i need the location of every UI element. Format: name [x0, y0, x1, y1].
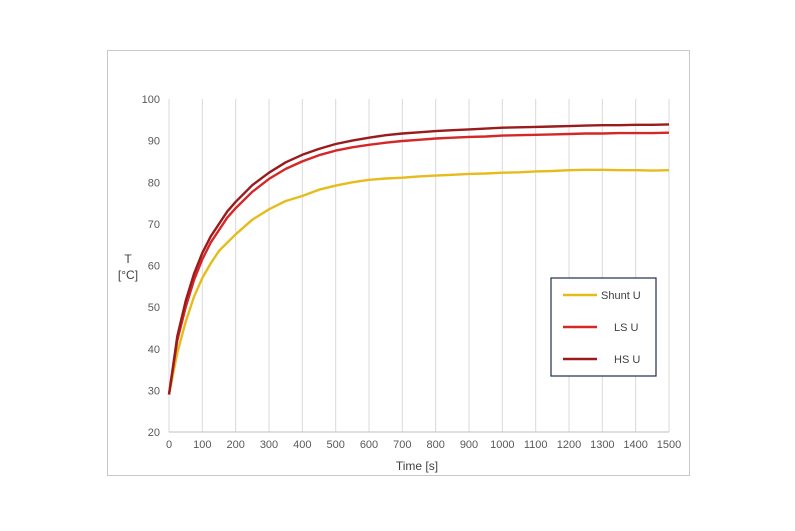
tick-layer: 0 100 200 300 400 500 600 700 800 900 1000 1100 1200… [142, 94, 682, 451]
x-tick-label: 0 [166, 439, 172, 451]
x-tick-label: 400 [293, 439, 311, 451]
legend-label-hs-u: HS U [614, 354, 640, 366]
chart-svg: 0 100 200 300 400 500 600 700 800 900 1000 1100 1200… [118, 94, 682, 473]
y-tick-label: 100 [142, 94, 160, 106]
series-line-ls-u [167, 131, 670, 395]
x-tick-label: 1400 [623, 439, 647, 451]
chart-frame: 0 100 200 300 400 500 600 700 800 900 1000 1100 1200… [107, 50, 690, 476]
y-axis-title-symbol: T [124, 252, 132, 266]
y-tick-label: 50 [148, 302, 160, 314]
x-tick-label: 700 [393, 439, 411, 451]
y-axis-title-unit: [°C] [118, 268, 138, 282]
x-tick-label: 1300 [590, 439, 614, 451]
x-axis-title: Time [s] [396, 459, 438, 473]
x-tick-label: 100 [193, 439, 211, 451]
y-tick-label: 40 [148, 344, 160, 356]
x-tick-label: 300 [260, 439, 278, 451]
legend: Shunt U LS U HS U [550, 277, 657, 377]
x-tick-label: 900 [460, 439, 478, 451]
legend-label-shunt-u: Shunt U [601, 290, 641, 302]
legend-label-ls-u: LS U [614, 322, 639, 334]
x-tick-label: 600 [360, 439, 378, 451]
x-tick-label: 800 [426, 439, 444, 451]
series-layer [167, 123, 670, 395]
x-tick-label: 1000 [490, 439, 514, 451]
y-tick-label: 60 [148, 261, 160, 273]
y-tick-label: 30 [148, 385, 160, 397]
x-tick-label: 500 [326, 439, 344, 451]
y-tick-label: 20 [148, 427, 160, 439]
x-tick-label: 1500 [657, 439, 681, 451]
y-tick-label: 70 [148, 219, 160, 231]
x-tick-label: 1100 [524, 439, 548, 451]
y-tick-label: 80 [148, 177, 160, 189]
y-tick-label: 90 [148, 136, 160, 148]
series-line-shunt-u [167, 168, 670, 395]
x-tick-label: 200 [226, 439, 244, 451]
x-tick-label: 1200 [557, 439, 581, 451]
grid-layer [168, 99, 670, 432]
series-line-hs-u [167, 123, 670, 395]
